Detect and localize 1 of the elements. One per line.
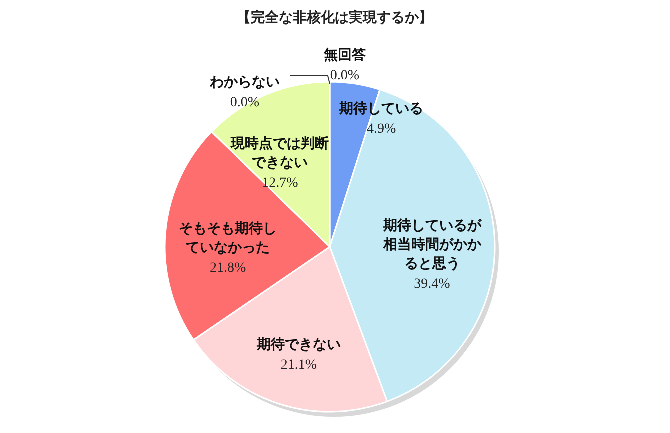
chart-title: 【完全な非核化は実現するか】 [237,9,433,26]
